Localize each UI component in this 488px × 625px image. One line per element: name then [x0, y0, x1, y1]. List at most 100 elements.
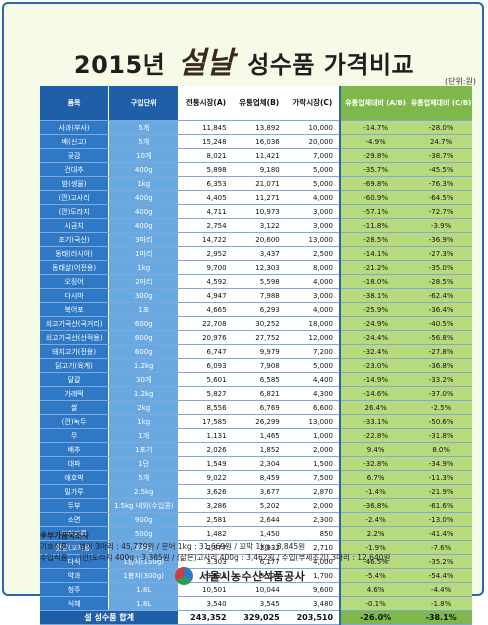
- notes: ※부가품목조사 기호식품 ☞ 병어 3마리 : 45,779원 / 문어 1kg…: [40, 530, 480, 563]
- header-b: 유통업체(B): [232, 86, 286, 121]
- item-name: 부침가루: [40, 526, 110, 541]
- ratio-c-b: -13.0%: [410, 512, 472, 527]
- item-name: 곶감: [40, 148, 110, 163]
- ratio-c-b: -37.0%: [410, 386, 472, 401]
- item-name: 두부: [40, 498, 110, 513]
- table-row: 대파 1단 1,549 2,304 1,500 -32.8% -34.9%: [40, 456, 472, 471]
- table-row: 곶감 10개 8,021 11,421 7,000 -29.8% -38.7%: [40, 148, 472, 163]
- distributor-price: 6,769: [232, 400, 286, 415]
- garak-market-price: 5,000: [285, 358, 341, 373]
- table-row: 청주 1.8L 10,501 10,044 9,600 4.6% -4.4%: [40, 582, 472, 597]
- ratio-c-b: -62.4%: [410, 288, 472, 303]
- purchase-unit: 1봉지(300g): [108, 568, 180, 583]
- garak-market-price: 3,000: [285, 204, 341, 219]
- traditional-market-price: 14,722: [178, 232, 233, 247]
- table-row: 두부 1.5kg 내외(수입콩) 3,286 5,202 2,000 -36.8% -61.…: [40, 498, 472, 513]
- ratio-a-b: -28.5%: [339, 232, 411, 247]
- item-name: 배추: [40, 442, 110, 457]
- purchase-unit: 400g: [108, 190, 180, 205]
- ratio-a-b: -11.8%: [339, 218, 411, 233]
- ratio-c-b: -35.0%: [410, 260, 472, 275]
- garak-market-price: 12,000: [285, 330, 341, 345]
- ratio-c-b: -11.3%: [410, 470, 472, 485]
- header-ab: 유통업체대비 (A/B): [339, 86, 411, 121]
- item-name: (깐)녹두: [40, 414, 110, 429]
- garak-market-price: 3,480: [285, 596, 341, 611]
- total-a: 243,352: [178, 610, 233, 625]
- table-row: 달걀 30개 5,601 6,585 4,400 -14.9% -33.2%: [40, 372, 472, 387]
- distributor-price: 1,852: [232, 442, 286, 457]
- garak-market-price: 7,500: [285, 470, 341, 485]
- ratio-a-b: 26.4%: [339, 400, 411, 415]
- table-row: 밤(생율) 1kg 6,353 21,071 5,000 -69.8% -76.3%: [40, 176, 472, 191]
- ratio-c-b: -27.3%: [410, 246, 472, 261]
- table-row: 애호박 5개 9,022 8,459 7,500 6.7% -11.3%: [40, 470, 472, 485]
- ratio-a-b: -60.9%: [339, 190, 411, 205]
- garak-market-price: 3,000: [285, 288, 341, 303]
- distributor-price: 6,585: [232, 372, 286, 387]
- purchase-unit: 1.2kg: [108, 358, 180, 373]
- traditional-market-price: 2,581: [178, 512, 233, 527]
- purchase-unit: 1포기: [108, 442, 180, 457]
- item-name: 오징어: [40, 274, 110, 289]
- ratio-c-b: -2.5%: [410, 400, 472, 415]
- item-name: 사과(부사): [40, 120, 110, 135]
- ratio-c-b: -33.2%: [410, 372, 472, 387]
- purchase-unit: 1단: [108, 456, 180, 471]
- purchase-unit: 3마리: [108, 232, 180, 247]
- ratio-a-b: -32.8%: [339, 456, 411, 471]
- distributor-price: 6,177: [232, 554, 286, 569]
- traditional-market-price: 4,947: [178, 288, 233, 303]
- ratio-c-b: -21.9%: [410, 484, 472, 499]
- traditional-market-price: 3,303: [178, 554, 233, 569]
- purchase-unit: 900g: [108, 512, 180, 527]
- garak-market-price: 850: [285, 526, 341, 541]
- ratio-a-b: -1.9%: [339, 540, 411, 555]
- purchase-unit: 1.8L: [108, 582, 180, 597]
- ratio-a-b: -14.9%: [339, 372, 411, 387]
- item-name: 동태살(어전용): [40, 260, 110, 275]
- traditional-market-price: 8,556: [178, 400, 233, 415]
- header-c: 가락시장(C): [285, 86, 341, 121]
- ratio-c-b: -4.4%: [410, 582, 472, 597]
- ratio-a-b: -14.1%: [339, 246, 411, 261]
- item-name: 다식: [40, 554, 110, 569]
- distributor-price: 21,071: [232, 176, 286, 191]
- traditional-market-price: 4,592: [178, 274, 233, 289]
- distributor-price: 3,677: [232, 484, 286, 499]
- title-year: 2015년: [73, 51, 166, 79]
- garak-market-price: 5,000: [285, 176, 341, 191]
- ratio-a-b: -38.1%: [339, 288, 411, 303]
- table-row: 쌀 2kg 8,556 6,769 6,600 26.4% -2.5%: [40, 400, 472, 415]
- traditional-market-price: 22,708: [178, 316, 233, 331]
- item-name: 소면: [40, 512, 110, 527]
- table-row: 동태살(어전용) 1kg 9,700 12,303 8,000 -21.2% -35.0%: [40, 260, 472, 275]
- distributor-price: 6,293: [232, 302, 286, 317]
- page-title: 2015년 설날 성수품 가격비교: [0, 38, 488, 82]
- ratio-c-b: -36.9%: [410, 232, 472, 247]
- purchase-unit: 1개: [108, 428, 180, 443]
- item-name: 건대추: [40, 162, 110, 177]
- ratio-a-b: -36.8%: [339, 498, 411, 513]
- traditional-market-price: 5,827: [178, 386, 233, 401]
- item-name: 약과: [40, 568, 110, 583]
- traditional-market-price: 6,093: [178, 358, 233, 373]
- distributor-price: 3,545: [232, 596, 286, 611]
- garak-market-price: 4,000: [285, 274, 341, 289]
- distributor-price: 9,979: [232, 344, 286, 359]
- traditional-market-price: 4,665: [178, 302, 233, 317]
- traditional-market-price: 1,131: [178, 428, 233, 443]
- ratio-c-b: -45.5%: [410, 162, 472, 177]
- header-cb: 유통업체대비 (C/B): [410, 86, 472, 121]
- traditional-market-price: 17,585: [178, 414, 233, 429]
- garak-market-price: 2,300: [285, 512, 341, 527]
- table-row: 약과 1봉지(300g) 3,523 3,724 1,700 -5.4% -54.4%: [40, 568, 472, 583]
- item-name: 조기(국산): [40, 232, 110, 247]
- traditional-market-price: 6,747: [178, 344, 233, 359]
- item-name: 쌀: [40, 400, 110, 415]
- ratio-a-b: -14.7%: [339, 120, 411, 135]
- ratio-a-b: -69.8%: [339, 176, 411, 191]
- purchase-unit: 1kg: [108, 260, 180, 275]
- purchase-unit: 500g: [108, 540, 180, 555]
- item-name: (깐)고사리: [40, 190, 110, 205]
